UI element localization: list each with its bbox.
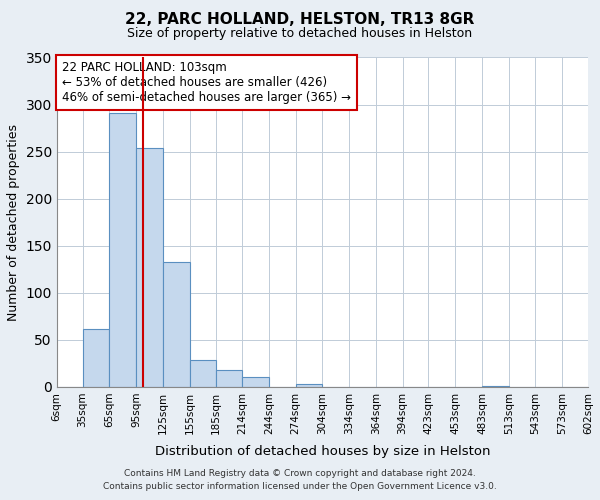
Bar xyxy=(217,370,242,387)
Text: Contains HM Land Registry data © Crown copyright and database right 2024.: Contains HM Land Registry data © Crown c… xyxy=(124,468,476,477)
Bar xyxy=(83,328,109,387)
Bar xyxy=(482,386,509,387)
Bar xyxy=(242,376,269,387)
Text: Contains public sector information licensed under the Open Government Licence v3: Contains public sector information licen… xyxy=(103,482,497,491)
Bar xyxy=(296,384,322,387)
Text: 22, PARC HOLLAND, HELSTON, TR13 8GR: 22, PARC HOLLAND, HELSTON, TR13 8GR xyxy=(125,12,475,28)
X-axis label: Distribution of detached houses by size in Helston: Distribution of detached houses by size … xyxy=(155,445,490,458)
Bar xyxy=(163,262,190,387)
Bar xyxy=(109,113,136,387)
Bar xyxy=(190,360,217,387)
Text: Size of property relative to detached houses in Helston: Size of property relative to detached ho… xyxy=(127,28,473,40)
Y-axis label: Number of detached properties: Number of detached properties xyxy=(7,124,20,320)
Text: 22 PARC HOLLAND: 103sqm
← 53% of detached houses are smaller (426)
46% of semi-d: 22 PARC HOLLAND: 103sqm ← 53% of detache… xyxy=(62,60,351,104)
Bar xyxy=(136,148,163,387)
